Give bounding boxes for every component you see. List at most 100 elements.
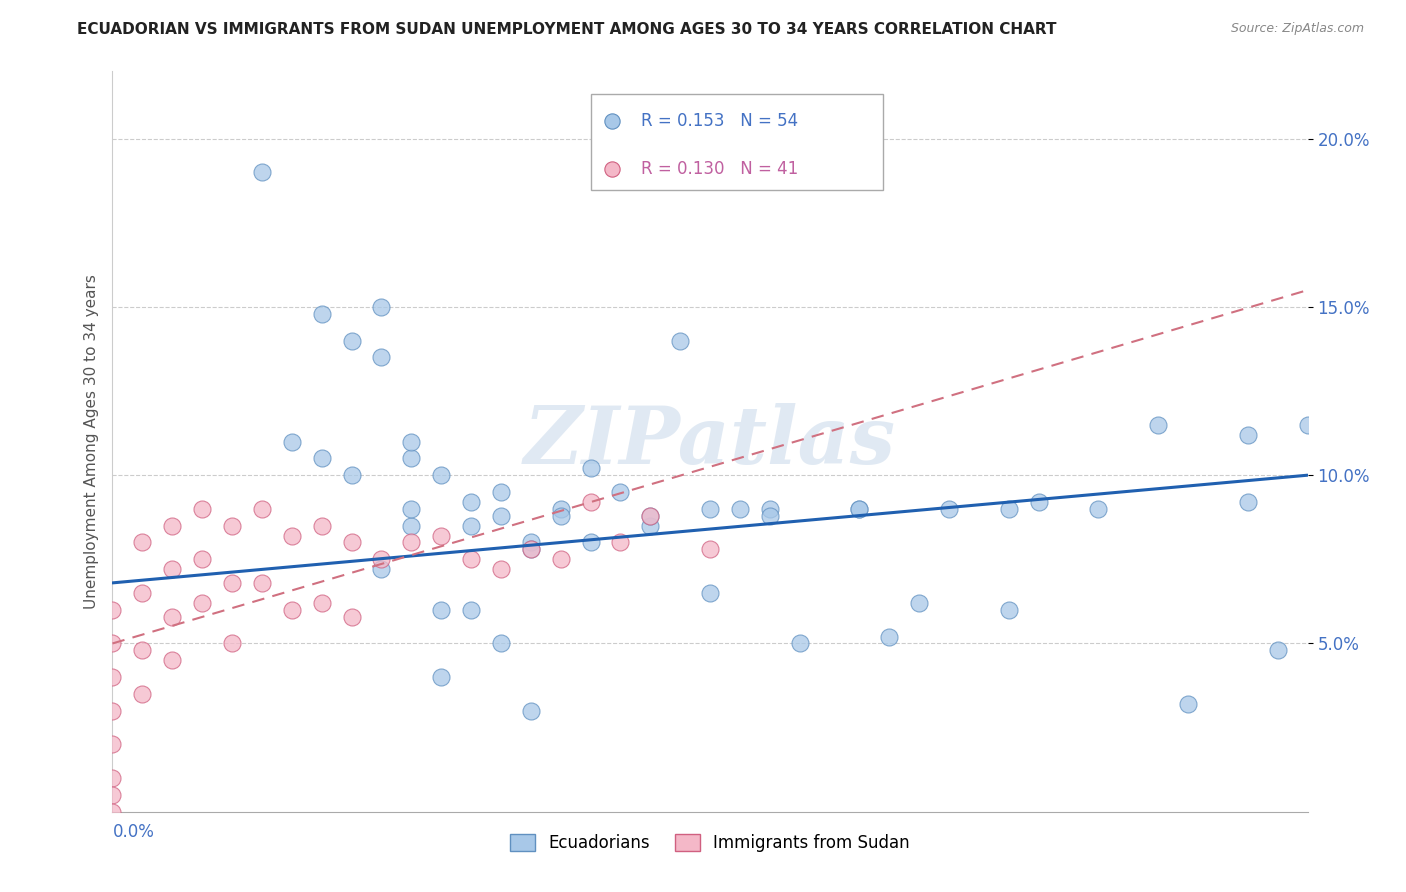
Point — [460, 495, 482, 509]
Point — [489, 485, 512, 500]
Point — [250, 165, 273, 179]
Point — [370, 300, 392, 314]
Point — [640, 508, 662, 523]
Point — [340, 535, 363, 549]
Point — [162, 609, 183, 624]
Point — [1177, 697, 1199, 711]
Point — [609, 535, 631, 549]
Point — [281, 603, 304, 617]
Point — [879, 630, 901, 644]
Point — [340, 609, 363, 624]
Point — [1237, 495, 1260, 509]
Point — [489, 636, 512, 650]
Point — [579, 495, 602, 509]
Point — [699, 501, 721, 516]
Point — [370, 562, 392, 576]
Point — [520, 704, 543, 718]
Point — [131, 643, 153, 657]
Point — [370, 351, 392, 365]
Point — [848, 501, 870, 516]
Point — [908, 596, 931, 610]
Point — [1028, 495, 1050, 509]
Point — [250, 501, 273, 516]
Point — [699, 586, 721, 600]
Point — [281, 529, 304, 543]
Point — [401, 451, 423, 466]
Point — [460, 552, 482, 566]
Point — [998, 603, 1021, 617]
Y-axis label: Unemployment Among Ages 30 to 34 years: Unemployment Among Ages 30 to 34 years — [83, 274, 98, 609]
Point — [550, 508, 572, 523]
Point — [550, 552, 572, 566]
Point — [162, 562, 183, 576]
Point — [131, 586, 153, 600]
FancyBboxPatch shape — [591, 94, 883, 190]
Point — [609, 485, 631, 500]
Point — [101, 788, 124, 802]
Point — [101, 805, 124, 819]
Point — [311, 451, 333, 466]
Point — [311, 518, 333, 533]
Point — [699, 542, 721, 557]
Point — [250, 575, 273, 590]
Point — [401, 535, 423, 549]
Point — [101, 636, 124, 650]
Point — [281, 434, 304, 449]
Point — [162, 653, 183, 667]
Point — [520, 542, 543, 557]
Point — [520, 535, 543, 549]
Point — [789, 636, 811, 650]
Text: Source: ZipAtlas.com: Source: ZipAtlas.com — [1230, 22, 1364, 36]
Text: ZIPatlas: ZIPatlas — [524, 403, 896, 480]
Point — [520, 542, 543, 557]
Text: ECUADORIAN VS IMMIGRANTS FROM SUDAN UNEMPLOYMENT AMONG AGES 30 TO 34 YEARS CORRE: ECUADORIAN VS IMMIGRANTS FROM SUDAN UNEM… — [77, 22, 1057, 37]
Text: 0.0%: 0.0% — [112, 822, 155, 841]
Point — [1237, 427, 1260, 442]
Point — [101, 670, 124, 684]
Point — [221, 575, 243, 590]
Point — [998, 501, 1021, 516]
Point — [131, 535, 153, 549]
Point — [370, 552, 392, 566]
Point — [489, 562, 512, 576]
Point — [191, 596, 214, 610]
Point — [759, 501, 782, 516]
Point — [1296, 417, 1319, 432]
Point — [489, 508, 512, 523]
Point — [401, 518, 423, 533]
Point — [131, 687, 153, 701]
Point — [221, 518, 243, 533]
Point — [759, 508, 782, 523]
Point — [340, 334, 363, 348]
Point — [1147, 417, 1170, 432]
Point — [311, 596, 333, 610]
Point — [401, 501, 423, 516]
Point — [669, 334, 692, 348]
Point — [101, 603, 124, 617]
Point — [191, 501, 214, 516]
Point — [938, 501, 960, 516]
Point — [579, 535, 602, 549]
Point — [640, 508, 662, 523]
Point — [311, 307, 333, 321]
Point — [1087, 501, 1109, 516]
Point — [640, 518, 662, 533]
Point — [191, 552, 214, 566]
Point — [728, 501, 751, 516]
Point — [848, 501, 870, 516]
Point — [101, 704, 124, 718]
Point — [401, 434, 423, 449]
Point — [221, 636, 243, 650]
Point — [430, 529, 453, 543]
Point — [579, 461, 602, 475]
Point — [460, 603, 482, 617]
Point — [162, 518, 183, 533]
Point — [430, 603, 453, 617]
Point — [340, 468, 363, 483]
Point — [430, 468, 453, 483]
Point — [1267, 643, 1289, 657]
Point — [101, 771, 124, 785]
Text: R = 0.153   N = 54: R = 0.153 N = 54 — [641, 112, 797, 129]
Point — [430, 670, 453, 684]
Point — [550, 501, 572, 516]
